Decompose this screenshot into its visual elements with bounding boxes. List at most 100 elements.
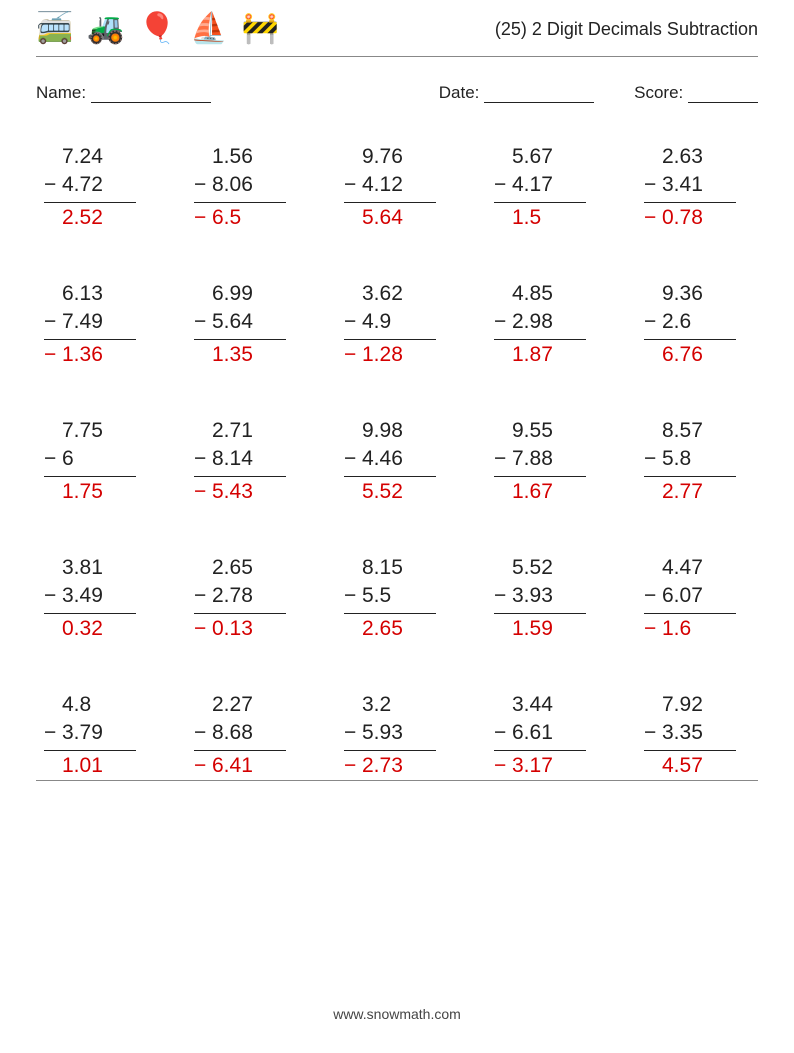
subtrahend: 8.06 [212, 171, 286, 199]
answer-sign: − [644, 204, 662, 232]
footer-text: www.snowmath.com [0, 1006, 794, 1022]
answer: 4.57 [662, 752, 736, 780]
subtrahend: 4.46 [362, 445, 436, 473]
answer: 1.67 [512, 478, 586, 506]
balloon-icon: 🎈 [139, 14, 176, 44]
minuend: 3.2 [362, 691, 436, 719]
problem: 9.55−7.881.67 [494, 417, 600, 506]
minuend: 2.27 [212, 691, 286, 719]
answer-sign: − [344, 341, 362, 369]
answer-sign: − [494, 752, 512, 780]
tractor-icon: 🚜 [87, 14, 124, 44]
answer-sign [44, 204, 62, 232]
minuend: 9.76 [362, 143, 436, 171]
minus-sign: − [494, 308, 512, 336]
answer-sign: − [194, 615, 212, 643]
subtrahend: 3.93 [512, 582, 586, 610]
minus-sign: − [44, 582, 62, 610]
subtrahend: 6.61 [512, 719, 586, 747]
subtrahend: 2.78 [212, 582, 286, 610]
minuend: 7.24 [62, 143, 136, 171]
answer-sign [494, 478, 512, 506]
subtrahend: 6 [62, 445, 136, 473]
problem-rule [344, 476, 436, 477]
minuend: 9.55 [512, 417, 586, 445]
minus-sign: − [344, 171, 362, 199]
minus-sign: − [644, 719, 662, 747]
problem-rule [44, 339, 136, 340]
problem: 8.15−5.52.65 [344, 554, 450, 643]
answer-sign [194, 341, 212, 369]
problem: 4.8−3.791.01 [44, 691, 150, 780]
problem-rule [494, 476, 586, 477]
minuend: 8.57 [662, 417, 736, 445]
minus-sign: − [194, 171, 212, 199]
minuend: 8.15 [362, 554, 436, 582]
answer: 1.01 [62, 752, 136, 780]
minus-sign: − [494, 445, 512, 473]
answer-sign: − [194, 478, 212, 506]
answer-sign [44, 478, 62, 506]
answer: 1.59 [512, 615, 586, 643]
subtrahend: 5.5 [362, 582, 436, 610]
problem-rule [644, 750, 736, 751]
problem-rule [494, 339, 586, 340]
name-blank[interactable] [91, 85, 211, 103]
problem-rule [44, 750, 136, 751]
score-blank[interactable] [688, 85, 758, 103]
answer: 3.17 [512, 752, 586, 780]
minuend: 3.62 [362, 280, 436, 308]
answer: 0.32 [62, 615, 136, 643]
minus-sign: − [494, 582, 512, 610]
date-blank[interactable] [484, 85, 594, 103]
subtrahend: 5.8 [662, 445, 736, 473]
problem-rule [44, 613, 136, 614]
subtrahend: 8.14 [212, 445, 286, 473]
answer: 5.64 [362, 204, 436, 232]
problem: 3.81−3.490.32 [44, 554, 150, 643]
answer: 6.41 [212, 752, 286, 780]
answer: 1.28 [362, 341, 436, 369]
answer-sign [44, 752, 62, 780]
minuend: 4.85 [512, 280, 586, 308]
answer: 1.6 [662, 615, 736, 643]
answer: 0.13 [212, 615, 286, 643]
minus-sign: − [344, 719, 362, 747]
minus-sign: − [344, 582, 362, 610]
header-icons: 🚎 🚜 🎈 ⛵ 🚧 [36, 14, 279, 44]
answer: 1.5 [512, 204, 586, 232]
minuend: 1.56 [212, 143, 286, 171]
problem: 2.27−8.68−6.41 [194, 691, 300, 780]
answer-sign [344, 204, 362, 232]
minus-sign: − [344, 445, 362, 473]
minuend: 4.47 [662, 554, 736, 582]
answer: 2.52 [62, 204, 136, 232]
problem: 4.85−2.981.87 [494, 280, 600, 369]
answer: 0.78 [662, 204, 736, 232]
answer: 1.36 [62, 341, 136, 369]
problem: 2.71−8.14−5.43 [194, 417, 300, 506]
problem: 3.2−5.93−2.73 [344, 691, 450, 780]
subtrahend: 5.93 [362, 719, 436, 747]
minuend: 2.65 [212, 554, 286, 582]
minuend: 5.67 [512, 143, 586, 171]
answer-sign [44, 615, 62, 643]
minuend: 9.36 [662, 280, 736, 308]
answer-sign [344, 478, 362, 506]
minuend: 5.52 [512, 554, 586, 582]
problem: 7.75−61.75 [44, 417, 150, 506]
answer-sign [644, 478, 662, 506]
problem-rule [194, 613, 286, 614]
answer: 1.35 [212, 341, 286, 369]
subtrahend: 3.79 [62, 719, 136, 747]
answer: 2.77 [662, 478, 736, 506]
trolleybus-icon: 🚎 [36, 14, 73, 44]
subtrahend: 3.49 [62, 582, 136, 610]
problem: 6.99−5.641.35 [194, 280, 300, 369]
problem-rule [44, 476, 136, 477]
minus-sign: − [494, 171, 512, 199]
score-label: Score: [634, 83, 683, 102]
problem: 4.47−6.07−1.6 [644, 554, 750, 643]
page-title: (25) 2 Digit Decimals Subtraction [495, 19, 758, 40]
minus-sign: − [194, 582, 212, 610]
